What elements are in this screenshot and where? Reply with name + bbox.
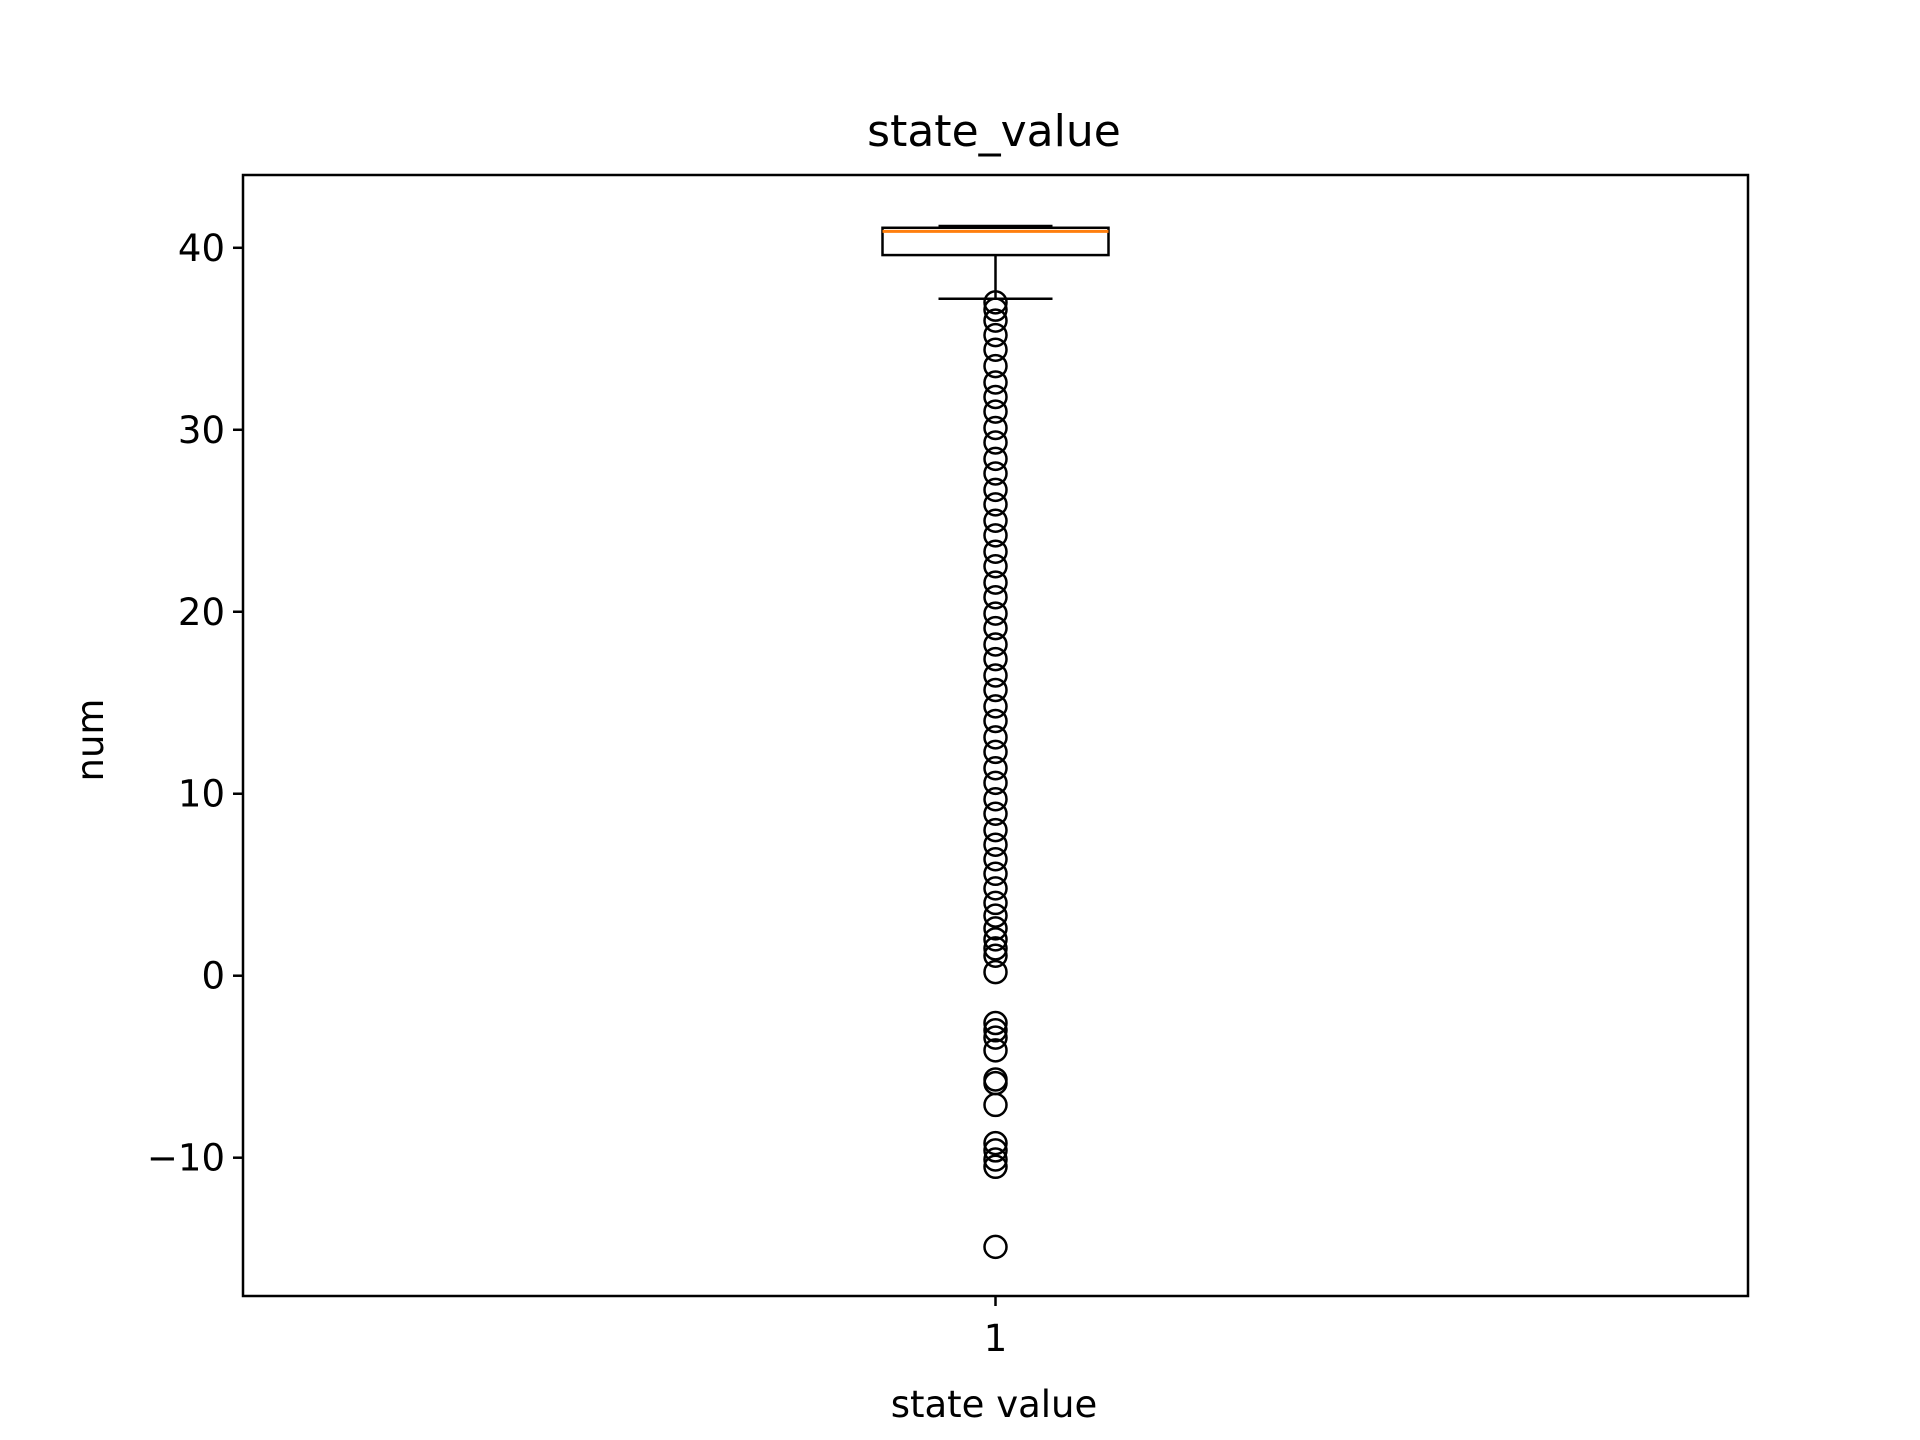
plot-area (881, 224, 1110, 1260)
y-axis: −10 0 10 20 30 40 (147, 227, 243, 1180)
outlier-point (983, 601, 1008, 626)
outlier-point (983, 1138, 1008, 1163)
outlier-point (983, 817, 1008, 843)
outlier-point (983, 890, 1008, 916)
outlier-point (983, 927, 1008, 952)
y-axis-label: num (69, 699, 112, 782)
outlier-point (983, 384, 1008, 410)
outlier-point (983, 1130, 1008, 1156)
x-axis-label: state value (891, 1383, 1098, 1426)
outlier-point (983, 677, 1008, 703)
outlier-point (983, 959, 1008, 985)
outlier-point (983, 694, 1008, 719)
outlier-point (983, 430, 1008, 455)
outlier-point (983, 786, 1008, 812)
outlier-point (983, 1010, 1008, 1036)
y-tick-label: 10 (178, 773, 225, 816)
outlier-point (983, 632, 1008, 657)
outlier-point (983, 770, 1008, 796)
outlier-point (983, 1018, 1008, 1043)
outlier-point (983, 1147, 1008, 1172)
y-tick-label: 30 (178, 409, 225, 452)
outlier-point (983, 1154, 1008, 1180)
outlier-point (983, 492, 1008, 517)
outlier-point (983, 846, 1008, 872)
outlier-point (983, 554, 1008, 579)
outlier-point (983, 943, 1008, 968)
outlier-point (983, 801, 1008, 827)
outlier-point (983, 308, 1008, 333)
outlier-point (983, 861, 1008, 887)
outlier-point (983, 415, 1008, 441)
outlier-point (983, 903, 1008, 928)
outlier-point (983, 584, 1008, 610)
outlier-point (983, 370, 1008, 395)
outlier-point (983, 322, 1008, 348)
outlier-point (983, 523, 1008, 548)
outlier-point (983, 646, 1008, 672)
outlier-point (983, 936, 1008, 961)
outlier-point (983, 399, 1008, 424)
outlier-point (983, 739, 1008, 765)
outlier-point (983, 725, 1008, 750)
outlier-point (983, 461, 1008, 486)
outlier-point (983, 446, 1008, 472)
outlier-point (983, 615, 1008, 641)
y-tick-label: 0 (201, 955, 225, 998)
outlier-point (983, 1234, 1008, 1260)
outlier-point (983, 290, 1008, 315)
outlier-point (983, 832, 1008, 857)
x-tick-label: 1 (984, 1317, 1008, 1360)
x-axis: 1 (984, 1296, 1008, 1360)
outlier-point (983, 876, 1008, 901)
outlier-point (983, 508, 1008, 534)
outlier-point (983, 353, 1008, 379)
outlier-point (983, 337, 1008, 362)
outlier-point (983, 708, 1008, 734)
outlier-point (983, 477, 1008, 503)
outlier-point (983, 663, 1008, 688)
y-tick-label: −10 (147, 1137, 225, 1180)
y-tick-label: 40 (178, 227, 225, 270)
interquartile-box (881, 226, 1110, 257)
outlier-point (983, 756, 1008, 781)
outlier-point (983, 1092, 1008, 1118)
outlier-point (983, 539, 1008, 564)
outlier-point (983, 1025, 1008, 1050)
y-tick-label: 20 (178, 591, 225, 634)
chart-title: state_value (867, 106, 1121, 157)
outlier-point (983, 570, 1008, 595)
outlier-point (983, 916, 1008, 941)
outlier-point (983, 297, 1008, 322)
outlier-point (983, 1038, 1008, 1063)
